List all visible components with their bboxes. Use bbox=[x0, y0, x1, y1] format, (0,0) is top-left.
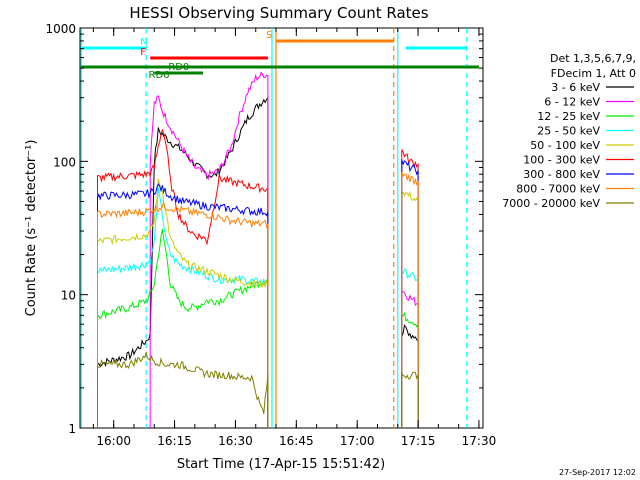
x-tick-label-1: 16:15 bbox=[157, 434, 192, 448]
series-4-segment-1 bbox=[401, 190, 419, 428]
legend-label-1: 6 - 12 keV bbox=[544, 96, 600, 109]
y-tick-label-1: 10 bbox=[61, 289, 76, 303]
x-tick-label-6: 17:30 bbox=[462, 434, 497, 448]
series-6-segment-0 bbox=[97, 183, 269, 428]
series-1 bbox=[149, 71, 419, 428]
x-tick-label-4: 17:00 bbox=[340, 434, 375, 448]
y-tick-label-0: 1 bbox=[68, 422, 76, 436]
legend: Det 1,3,5,6,7,9, FDecim 1, Att 0 3 - 6 k… bbox=[502, 52, 636, 210]
series-1-segment-1 bbox=[401, 290, 419, 428]
series-8 bbox=[97, 351, 419, 428]
series-0-segment-1 bbox=[401, 324, 419, 428]
status-bar-label-1: N bbox=[140, 37, 147, 48]
series-4-segment-0 bbox=[97, 178, 269, 428]
plot-frame bbox=[79, 27, 484, 429]
legend-header-line-1: Det 1,3,5,6,7,9, bbox=[550, 52, 636, 65]
series-2-segment-0 bbox=[97, 229, 269, 428]
y-axis: 1 10 100 1000 bbox=[45, 22, 483, 436]
series-6 bbox=[97, 159, 419, 428]
legend-label-5: 100 - 300 keV bbox=[523, 154, 600, 167]
x-axis-label: Start Time (17-Apr-15 15:51:42) bbox=[177, 457, 385, 472]
series-3-segment-0 bbox=[97, 187, 269, 428]
status-bar-label-3: F bbox=[140, 47, 146, 58]
series-2-segment-1 bbox=[401, 311, 419, 428]
legend-label-3: 25 - 50 keV bbox=[537, 125, 600, 138]
legend-label-4: 50 - 100 keV bbox=[530, 139, 600, 152]
status-bar-label-6: RD0 bbox=[168, 62, 189, 73]
series-8-segment-0 bbox=[97, 351, 269, 428]
legend-label-6: 300 - 800 keV bbox=[523, 168, 600, 181]
series-5-segment-0 bbox=[97, 128, 269, 428]
chart-title: HESSI Observing Summary Count Rates bbox=[129, 4, 428, 22]
series-2 bbox=[97, 229, 419, 428]
status-bar-label-4: S bbox=[266, 30, 272, 41]
status-bar-label-7: RD6 bbox=[149, 70, 170, 81]
x-tick-label-3: 16:45 bbox=[279, 434, 314, 448]
series-5 bbox=[97, 128, 419, 428]
series-3 bbox=[97, 187, 419, 428]
series-1-segment-0 bbox=[149, 71, 269, 428]
y-axis-label: Count Rate (s⁻¹ detector⁻¹) bbox=[24, 140, 39, 317]
series-7-segment-1 bbox=[401, 171, 419, 428]
y-tick-label-2: 100 bbox=[53, 155, 76, 169]
legend-label-2: 12 - 25 keV bbox=[537, 110, 600, 123]
legend-label-0: 3 - 6 keV bbox=[551, 81, 600, 94]
x-tick-label-2: 16:30 bbox=[218, 434, 253, 448]
series-6-segment-1 bbox=[401, 159, 419, 428]
y-tick-label-3: 1000 bbox=[45, 22, 76, 36]
footer-timestamp: 27-Sep-2017 12:02 bbox=[559, 468, 636, 477]
series-8-segment-1 bbox=[401, 371, 419, 428]
legend-label-7: 800 - 7000 keV bbox=[516, 183, 600, 196]
series-3-segment-1 bbox=[401, 268, 419, 428]
legend-label-8: 7000 - 20000 keV bbox=[502, 197, 600, 210]
x-axis: 16:00 16:15 16:30 16:45 17:00 17:15 17:30 bbox=[92, 28, 497, 448]
vertical-markers bbox=[80, 28, 468, 428]
series-layer bbox=[97, 71, 419, 428]
series-5-segment-1 bbox=[401, 149, 419, 428]
legend-header-line-2: FDecim 1, Att 0 bbox=[551, 67, 636, 80]
x-tick-label-0: 16:00 bbox=[96, 434, 131, 448]
series-4 bbox=[97, 178, 419, 428]
series-0-segment-0 bbox=[97, 96, 269, 428]
series-7 bbox=[97, 171, 419, 428]
series-7-segment-0 bbox=[97, 201, 269, 428]
x-tick-label-5: 17:15 bbox=[401, 434, 436, 448]
